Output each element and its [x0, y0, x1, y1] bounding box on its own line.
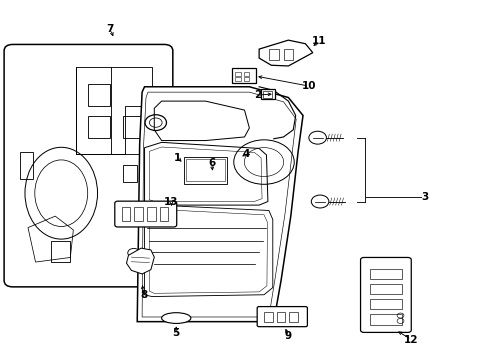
- Bar: [268, 49, 278, 60]
- Text: 11: 11: [311, 36, 325, 46]
- Bar: [134, 207, 143, 221]
- Bar: [51, 242, 70, 262]
- Text: 5: 5: [172, 328, 180, 338]
- Polygon shape: [126, 248, 154, 274]
- FancyBboxPatch shape: [257, 307, 307, 327]
- Text: 2: 2: [254, 90, 261, 100]
- Bar: [185, 159, 224, 181]
- Text: 4: 4: [242, 149, 249, 159]
- Polygon shape: [259, 40, 312, 66]
- Bar: [183, 157, 227, 184]
- Bar: [122, 207, 130, 221]
- FancyBboxPatch shape: [360, 257, 410, 332]
- Bar: [369, 315, 401, 324]
- Bar: [369, 284, 401, 294]
- FancyBboxPatch shape: [4, 44, 172, 287]
- FancyBboxPatch shape: [115, 201, 176, 227]
- Bar: [260, 89, 275, 99]
- Polygon shape: [137, 87, 303, 321]
- Bar: [234, 77, 240, 81]
- Bar: [88, 84, 109, 106]
- Text: 9: 9: [284, 331, 291, 341]
- Bar: [243, 77, 249, 81]
- Bar: [369, 300, 401, 310]
- Bar: [159, 207, 168, 221]
- Bar: [283, 49, 293, 60]
- Text: 3: 3: [421, 192, 427, 202]
- Text: 12: 12: [403, 334, 418, 345]
- Bar: [123, 116, 144, 138]
- Text: 13: 13: [164, 197, 178, 207]
- Circle shape: [308, 131, 326, 144]
- Bar: [369, 269, 401, 279]
- Text: 7: 7: [106, 24, 114, 35]
- Text: 8: 8: [140, 291, 147, 301]
- Bar: [289, 312, 298, 322]
- Ellipse shape: [161, 313, 190, 323]
- Bar: [232, 68, 255, 83]
- Bar: [88, 116, 109, 138]
- Bar: [264, 312, 272, 322]
- Bar: [263, 91, 271, 98]
- Bar: [147, 207, 156, 221]
- Circle shape: [311, 195, 328, 208]
- Bar: [20, 152, 33, 179]
- Text: 10: 10: [301, 81, 315, 91]
- Bar: [243, 72, 249, 76]
- Bar: [123, 165, 137, 182]
- Bar: [234, 72, 240, 76]
- Bar: [276, 312, 285, 322]
- Text: 1: 1: [174, 153, 181, 163]
- Text: 6: 6: [208, 158, 215, 168]
